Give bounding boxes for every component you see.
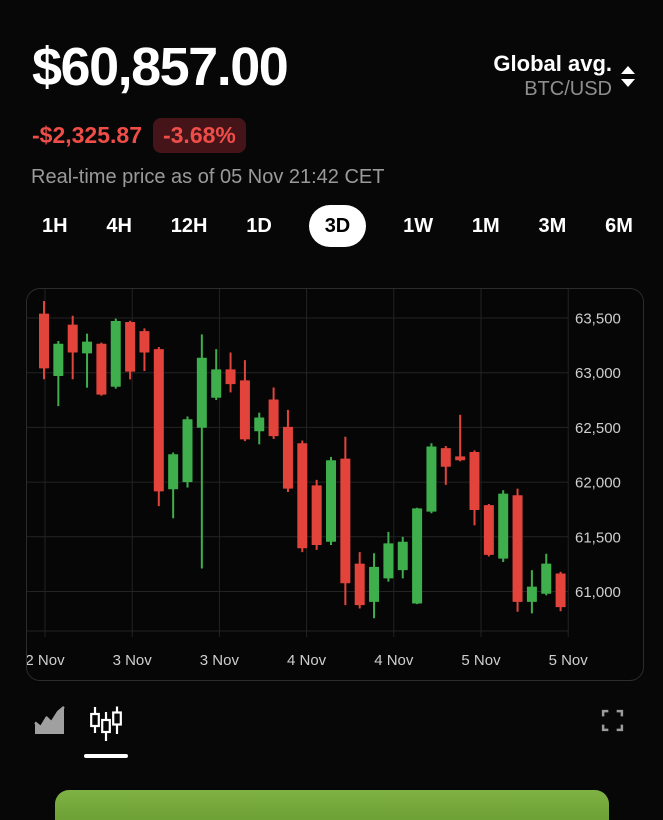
candle [153, 346, 164, 507]
candle [498, 490, 509, 562]
tab-4h[interactable]: 4H [104, 205, 134, 247]
candle [340, 436, 351, 606]
candlestick-icon [89, 706, 123, 745]
candle [82, 333, 93, 388]
candle [196, 334, 207, 569]
y-axis-label: 62,000 [575, 475, 621, 492]
y-axis-label: 61,500 [575, 529, 621, 546]
candlestick-chart-type-button[interactable] [84, 706, 128, 758]
candlestick-chart[interactable]: 63,500 63,000 62,500 62,000 61,500 61,000 2 No… [26, 288, 644, 681]
y-axis-label: 63,500 [575, 311, 621, 328]
candle [354, 552, 365, 609]
y-axis-label: 61,000 [575, 584, 621, 601]
candle [412, 507, 423, 605]
arrow-up-icon [621, 65, 635, 74]
area-chart-type-button[interactable] [34, 706, 65, 738]
candle [297, 440, 308, 553]
fullscreen-button[interactable] [600, 708, 625, 736]
tab-1h[interactable]: 1H [40, 205, 70, 247]
tab-1m[interactable]: 1M [470, 205, 502, 247]
selected-chart-type-underline [84, 754, 128, 758]
candle [383, 531, 394, 582]
candle [39, 301, 49, 380]
candle [426, 443, 437, 514]
candle [168, 452, 179, 519]
y-axis-label: 63,000 [575, 365, 621, 382]
candle [211, 349, 222, 401]
candle [182, 416, 193, 488]
tab-1d[interactable]: 1D [244, 205, 274, 247]
tab-12h[interactable]: 12H [169, 205, 210, 247]
candle [369, 553, 380, 619]
trading-pair-label: BTC/USD [524, 78, 612, 100]
current-price: $60,857.00 [32, 37, 289, 97]
x-axis-label: 5 Nov [549, 652, 589, 669]
tab-1w[interactable]: 1W [401, 205, 435, 247]
candle [440, 445, 451, 485]
candle [541, 553, 552, 596]
candle [282, 409, 293, 492]
candle [67, 315, 78, 380]
fullscreen-icon [600, 709, 625, 736]
tab-3m[interactable]: 3M [537, 205, 569, 247]
x-axis-label: 3 Nov [113, 652, 153, 669]
candle [469, 450, 480, 526]
area-chart-icon [34, 706, 65, 738]
candle [125, 320, 136, 380]
candle [526, 570, 537, 614]
candle [53, 340, 64, 407]
price-timestamp: Real-time price as of 05 Nov 21:42 CET [31, 166, 385, 188]
candle [110, 318, 121, 389]
y-axis-label: 62,500 [575, 420, 621, 437]
tab-3d[interactable]: 3D [308, 205, 367, 247]
price-source-label: Global avg. [493, 51, 612, 76]
pair-selector[interactable]: Global avg. BTC/USD [493, 50, 635, 102]
tab-6m[interactable]: 6M [603, 205, 635, 247]
candle [239, 360, 250, 442]
candle [225, 352, 236, 393]
x-axis-label: 5 Nov [461, 652, 501, 669]
candle [326, 456, 336, 546]
x-axis-label: 4 Nov [287, 652, 327, 669]
price-change-percent-badge: -3.68% [152, 118, 246, 153]
candle [268, 387, 279, 439]
x-axis-label: 2 Nov [27, 652, 65, 669]
candle [512, 488, 523, 612]
arrow-down-icon [621, 78, 635, 87]
candle [96, 342, 107, 396]
candle [311, 479, 322, 550]
x-axis-label: 3 Nov [200, 652, 240, 669]
candle [397, 536, 408, 579]
candle [555, 571, 566, 612]
candle [139, 328, 150, 372]
primary-action-button[interactable] [55, 790, 609, 820]
candle [254, 412, 265, 445]
interval-tabs: 1H 4H 12H 1D 3D 1W 1M 3M 6M [0, 204, 663, 248]
sort-arrows-icon [621, 65, 635, 87]
price-change-amount: -$2,325.87 [32, 122, 142, 148]
chart-toolbar [32, 698, 631, 758]
x-axis-label: 4 Nov [374, 652, 414, 669]
candle [455, 414, 466, 462]
candle [483, 503, 494, 557]
